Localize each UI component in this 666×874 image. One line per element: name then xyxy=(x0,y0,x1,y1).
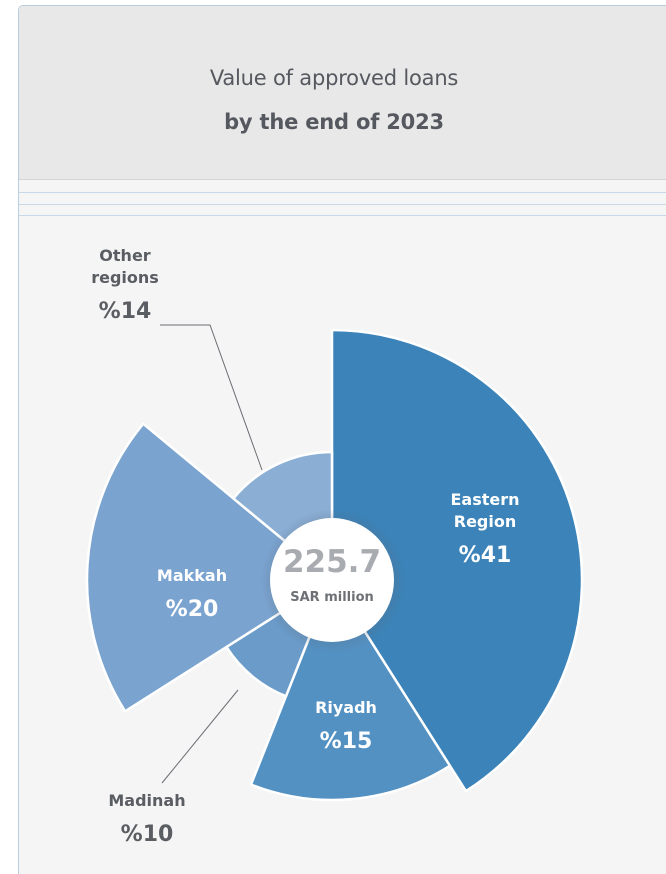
slice-name-eastern: Eastern xyxy=(450,490,519,509)
slice-riyadh xyxy=(249,578,452,802)
slice-name-makkah: Makkah xyxy=(157,566,227,585)
center-total-unit: SAR million xyxy=(290,590,374,605)
center-hub xyxy=(270,518,394,642)
slice-percent-eastern: %41 xyxy=(459,543,512,568)
slice-name-other: Other xyxy=(99,246,150,265)
divider-line-3 xyxy=(19,215,666,216)
slice-makkah xyxy=(85,422,334,713)
slice-label-eastern: Eastern Region %41 xyxy=(450,490,519,568)
slice-label-group: Eastern Region %41 Riyadh %15 Madinah %10 Makka… xyxy=(91,246,519,847)
divider-line-1 xyxy=(19,192,666,193)
chart-header: Value of approved loans by the end of 20… xyxy=(19,6,666,180)
chart-title-line-2: by the end of 2023 xyxy=(224,110,444,134)
slice-name-eastern: Region xyxy=(454,512,517,531)
slice-name-madinah: Madinah xyxy=(108,791,185,810)
slice-name-other: regions xyxy=(91,268,159,287)
slice-percent-riyadh: %15 xyxy=(320,729,373,754)
slice-label-madinah: Madinah %10 xyxy=(108,791,185,847)
chart-title-line-1: Value of approved loans xyxy=(209,66,459,90)
center-total-value: 225.7 xyxy=(283,544,381,580)
divider-line-2 xyxy=(19,204,666,205)
slice-percent-madinah: %10 xyxy=(121,822,174,847)
slice-percent-makkah: %20 xyxy=(166,597,219,622)
slice-eastern xyxy=(330,328,584,793)
slice-label-makkah: Makkah %20 xyxy=(157,566,227,622)
leader-line-other xyxy=(160,324,263,471)
leader-line-group xyxy=(160,324,263,784)
slice-percent-other: %14 xyxy=(99,299,152,324)
slice-group xyxy=(85,328,584,802)
slice-name-riyadh: Riyadh xyxy=(315,698,377,717)
leader-line-madinah xyxy=(161,689,239,784)
slice-label-other: Other regions %14 xyxy=(91,246,159,324)
slice-label-riyadh: Riyadh %15 xyxy=(315,698,377,754)
